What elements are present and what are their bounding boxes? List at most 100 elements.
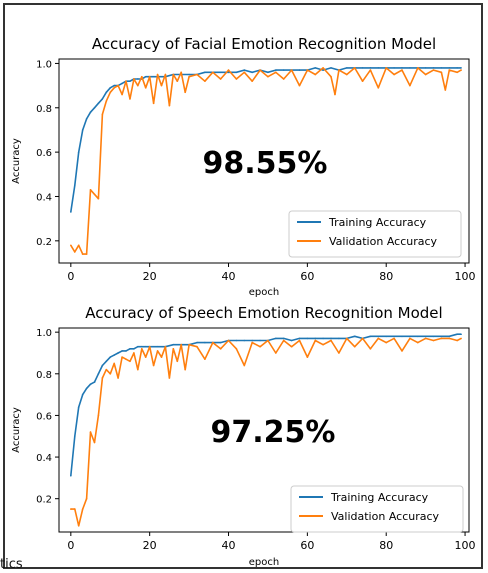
data-point-training-accuracy: [129, 80, 131, 82]
data-point-validation-accuracy: [409, 337, 411, 340]
data-point-validation-accuracy: [361, 337, 364, 340]
data-point-validation-accuracy: [176, 360, 179, 363]
legend-box: [290, 485, 464, 533]
y-tick-label: 0.6: [36, 411, 52, 422]
data-point-validation-accuracy: [101, 377, 104, 379]
data-point-training-accuracy: [338, 337, 340, 340]
data-point-training-accuracy: [204, 341, 206, 344]
x-tick-label: 60: [300, 270, 314, 283]
chart-2: Accuracy of Speech Emotion Recognition M…: [11, 304, 476, 568]
data-point-validation-accuracy: [290, 69, 293, 71]
x-tick-label: 80: [379, 539, 393, 552]
x-tick-label: 20: [143, 270, 157, 283]
data-point-training-accuracy: [251, 71, 253, 74]
data-point-validation-accuracy: [109, 372, 112, 375]
data-point-training-accuracy: [393, 67, 395, 69]
data-point-training-accuracy: [298, 69, 301, 71]
data-point-training-accuracy: [219, 71, 222, 74]
data-point-validation-accuracy: [137, 84, 139, 87]
data-point-validation-accuracy: [196, 73, 198, 76]
data-point-training-accuracy: [298, 337, 301, 340]
chart-title: Accuracy of Facial Emotion Recognition M…: [92, 35, 436, 53]
data-point-validation-accuracy: [125, 358, 127, 361]
x-tick-label: 20: [143, 539, 157, 552]
data-point-training-accuracy: [460, 67, 462, 69]
legend: Training Accuracy Validation Accuracy: [288, 210, 462, 258]
data-point-training-accuracy: [322, 337, 324, 340]
data-point-training-accuracy: [137, 345, 139, 348]
data-point-validation-accuracy: [117, 84, 119, 87]
data-point-training-accuracy: [113, 354, 115, 356]
data-point-training-accuracy: [330, 67, 332, 69]
data-point-validation-accuracy: [152, 364, 155, 367]
data-point-training-accuracy: [330, 337, 332, 340]
data-point-validation-accuracy: [93, 193, 96, 196]
data-point-validation-accuracy: [282, 339, 285, 342]
data-point-training-accuracy: [432, 67, 435, 69]
data-point-training-accuracy: [401, 67, 403, 69]
data-point-training-accuracy: [73, 435, 76, 438]
data-point-validation-accuracy: [251, 80, 253, 82]
data-point-validation-accuracy: [188, 343, 190, 346]
data-point-training-accuracy: [137, 78, 139, 80]
data-point-validation-accuracy: [97, 414, 100, 417]
data-point-validation-accuracy: [89, 431, 92, 433]
data-point-validation-accuracy: [298, 339, 301, 342]
data-point-training-accuracy: [188, 73, 190, 76]
data-point-training-accuracy: [401, 335, 403, 338]
data-point-validation-accuracy: [460, 337, 462, 340]
legend-label: Validation Accuracy: [331, 510, 440, 523]
data-point-training-accuracy: [369, 67, 372, 69]
data-point-validation-accuracy: [345, 337, 348, 340]
data-point-validation-accuracy: [105, 100, 108, 102]
data-point-validation-accuracy: [432, 339, 435, 342]
data-point-validation-accuracy: [77, 244, 80, 247]
data-point-validation-accuracy: [306, 69, 309, 71]
data-point-training-accuracy: [424, 335, 427, 338]
data-point-validation-accuracy: [180, 343, 183, 346]
data-point-validation-accuracy: [385, 67, 388, 69]
data-point-training-accuracy: [144, 75, 147, 78]
y-tick-label: 1.0: [36, 328, 52, 339]
data-point-training-accuracy: [144, 345, 147, 348]
data-point-validation-accuracy: [105, 368, 108, 371]
data-point-validation-accuracy: [369, 348, 372, 350]
accuracy-annotation: 98.55%: [203, 146, 328, 181]
data-point-training-accuracy: [129, 348, 131, 350]
data-point-validation-accuracy: [129, 360, 131, 363]
data-point-validation-accuracy: [81, 508, 84, 510]
data-point-validation-accuracy: [70, 508, 72, 510]
data-point-validation-accuracy: [144, 87, 147, 89]
data-point-validation-accuracy: [401, 350, 403, 352]
data-point-validation-accuracy: [330, 339, 332, 342]
legend-label: Training Accuracy: [328, 216, 427, 229]
x-tick-label: 80: [379, 270, 393, 283]
data-point-validation-accuracy: [168, 377, 171, 379]
data-point-training-accuracy: [243, 339, 246, 342]
data-point-validation-accuracy: [121, 93, 123, 96]
data-point-training-accuracy: [409, 335, 411, 338]
data-point-training-accuracy: [109, 87, 112, 89]
data-point-validation-accuracy: [117, 377, 119, 379]
data-point-validation-accuracy: [440, 71, 443, 74]
data-point-validation-accuracy: [322, 67, 324, 69]
data-point-training-accuracy: [204, 71, 206, 74]
data-point-training-accuracy: [235, 339, 238, 342]
data-point-validation-accuracy: [416, 67, 419, 69]
data-point-validation-accuracy: [416, 341, 419, 344]
data-point-training-accuracy: [267, 71, 269, 74]
x-tick-label: 100: [455, 539, 476, 552]
figure-frame: Accuracy of Facial Emotion Recognition M…: [3, 3, 483, 569]
y-tick-label: 0.8: [36, 104, 52, 115]
data-point-training-accuracy: [275, 337, 277, 340]
data-point-validation-accuracy: [267, 75, 269, 78]
data-point-validation-accuracy: [432, 69, 435, 71]
data-point-training-accuracy: [448, 335, 451, 338]
data-point-training-accuracy: [393, 335, 395, 338]
data-point-training-accuracy: [409, 67, 411, 69]
data-point-training-accuracy: [196, 341, 198, 344]
data-point-validation-accuracy: [361, 80, 364, 82]
data-point-validation-accuracy: [251, 341, 253, 344]
x-tick-label: 0: [67, 270, 74, 283]
chart-1: Accuracy of Facial Emotion Recognition M…: [11, 35, 476, 298]
